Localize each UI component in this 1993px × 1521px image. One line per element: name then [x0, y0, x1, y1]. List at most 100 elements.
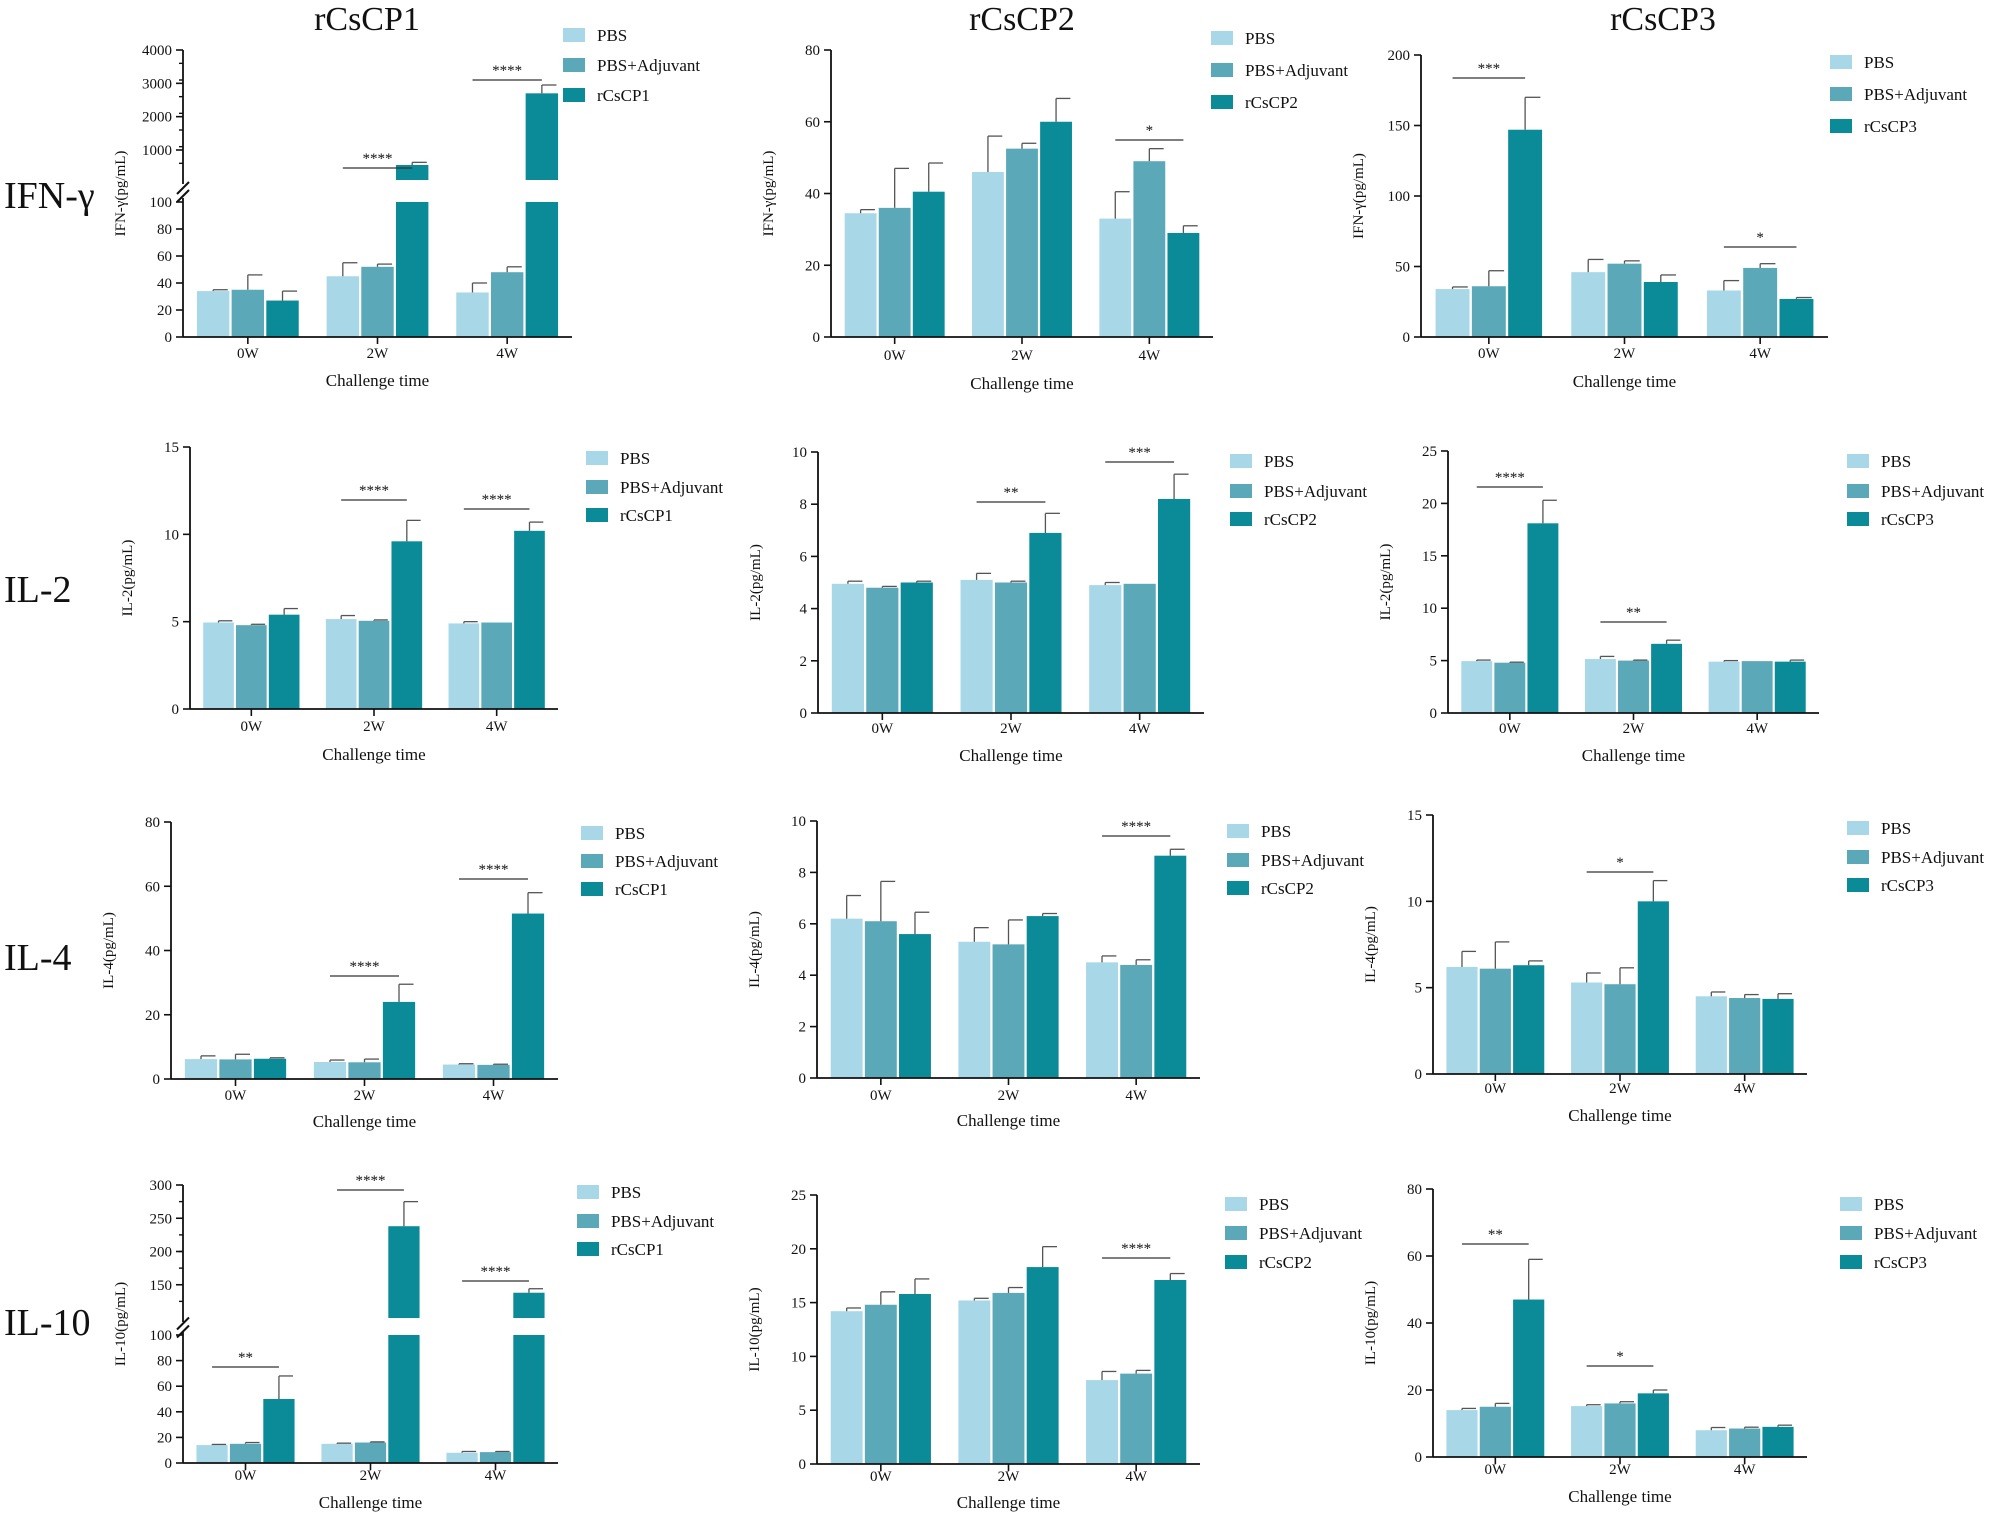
bar-PBS [1695, 996, 1727, 1074]
y-tick-label: 2000 [142, 110, 172, 126]
significance-label: **** [479, 862, 509, 878]
bar-rCsCP2 [1158, 498, 1191, 713]
column-title-2: rCsCP2 [969, 1, 1075, 38]
chart-panel-il2-2: 0 2 4 6 8 10 0W 2W 4W Challenge time IL-2(pg/mL) **… [748, 445, 1367, 765]
x-tick-label: 0W [884, 348, 907, 364]
significance-label: * [1146, 123, 1154, 139]
legend-label: PBS+Adjuvant [620, 478, 723, 497]
bar-rCsCP3 [1637, 901, 1669, 1074]
x-axis-title: Challenge time [1568, 1106, 1671, 1125]
y-tick-label: 6 [800, 549, 808, 565]
bar-PBS [831, 583, 864, 713]
y-tick-label: 20 [1422, 496, 1437, 512]
bar-PBS [1571, 1406, 1603, 1457]
bar-PBS+Adjuvant [1471, 286, 1506, 337]
x-axis-title: Challenge time [957, 1111, 1060, 1130]
legend-label: rCsCP1 [611, 1240, 664, 1259]
y-tick-label: 40 [1407, 1316, 1422, 1332]
y-axis-title: IL-4(pg/mL) [101, 912, 117, 989]
bar-rCsCP3 [1527, 523, 1559, 713]
x-tick-label: 2W [363, 719, 386, 735]
bar-rCsCP2 [1029, 532, 1062, 713]
bar-PBS+Adjuvant [1743, 267, 1778, 337]
legend-swatch [1830, 55, 1852, 69]
bar-PBS+Adjuvant [1006, 148, 1038, 337]
bar-PBS [1089, 585, 1122, 713]
x-tick-label: 2W [1609, 1081, 1632, 1097]
y-axis-title: IFN-γ(pg/mL) [761, 151, 777, 237]
legend-label: PBS+Adjuvant [1881, 482, 1984, 501]
bar-PBS+Adjuvant [1494, 662, 1526, 713]
bar-rCsCP1 [382, 1001, 416, 1079]
bar-rCsCP3 [1513, 965, 1545, 1074]
bar-rCsCP2 [1154, 1280, 1187, 1464]
y-tick-label: 40 [157, 1405, 172, 1421]
x-tick-label: 0W [225, 1088, 248, 1104]
y-tick-label: 20 [157, 303, 172, 319]
bar-PBS [1571, 982, 1603, 1074]
bar-rCsCP2 [912, 191, 945, 337]
y-tick-label: 15 [1407, 808, 1422, 824]
x-tick-label: 0W [240, 719, 263, 735]
x-axis-title: Challenge time [322, 745, 425, 764]
significance-label: **** [356, 1173, 386, 1189]
x-tick-label: 0W [235, 1468, 258, 1484]
legend-swatch [581, 882, 603, 896]
bar-rCsCP3 [1762, 998, 1794, 1074]
legend: PBS PBS+Adjuvant rCsCP2 [1227, 822, 1364, 898]
chart-panel-ifng-2: 0 20 40 60 80 0W 2W 4W Challenge time IFN-γ(pg/mL… [761, 29, 1348, 393]
bar-rCsCP2 [1026, 916, 1059, 1078]
y-tick-label: 10 [791, 1349, 806, 1365]
x-tick-label: 4W [1125, 1469, 1148, 1485]
legend-label: PBS [611, 1183, 641, 1202]
legend-swatch [586, 480, 608, 494]
legend-label: rCsCP1 [620, 506, 673, 525]
legend: PBS PBS+Adjuvant rCsCP1 [581, 824, 718, 899]
significance-label: ** [1004, 485, 1019, 501]
legend-label: PBS [1264, 452, 1294, 471]
y-tick-label: 20 [791, 1242, 806, 1258]
x-tick-label: 0W [237, 346, 260, 362]
legend-label: PBS [615, 824, 645, 843]
x-axis-title: Challenge time [1582, 746, 1685, 765]
y-tick-label: 10 [792, 445, 807, 461]
significance-label: **** [482, 492, 512, 508]
legend-swatch [1847, 512, 1869, 526]
y-tick-label: 4 [800, 602, 808, 618]
y-tick-label: 2 [799, 1020, 807, 1036]
significance-label: * [1616, 1349, 1624, 1365]
x-tick-label: 2W [998, 1469, 1021, 1485]
bar-rCsCP1-upper [525, 93, 559, 180]
y-axis-title: IL-4(pg/mL) [1363, 906, 1379, 983]
y-tick-label: 5 [1415, 981, 1423, 997]
x-axis-title: Challenge time [326, 371, 429, 390]
legend-label: PBS+Adjuvant [1261, 851, 1364, 870]
bar-PBS [1446, 966, 1478, 1074]
bar-PBS [325, 619, 357, 709]
legend-label: rCsCP3 [1864, 117, 1917, 136]
x-tick-label: 2W [1623, 721, 1646, 737]
bar-PBS+Adjuvant [866, 587, 899, 713]
legend-swatch [1847, 484, 1869, 498]
legend-swatch [1211, 31, 1233, 45]
y-tick-label: 10 [1407, 894, 1422, 910]
chart-panel-ifng-3: 0 50 100 150 200 0W 2W 4W Challenge time IFN-γ(pg… [1351, 48, 1967, 391]
chart-panel-il4-3: 0 5 10 15 0W 2W 4W Challenge time IL-4(pg/mL) * PB… [1363, 808, 1984, 1125]
y-tick-label: 150 [1388, 119, 1411, 135]
bar-PBS [196, 291, 230, 337]
y-tick-label: 25 [791, 1188, 806, 1204]
significance-label: ** [238, 1350, 253, 1366]
bar-rCsCP3 [1508, 129, 1543, 337]
y-tick-label: 15 [791, 1296, 806, 1312]
legend-label: PBS [1245, 29, 1275, 48]
bar-PBS [830, 1311, 863, 1464]
bar-PBS [1461, 661, 1493, 713]
bar-rCsCP1-upper [395, 165, 429, 180]
y-tick-label: 20 [805, 258, 820, 274]
y-tick-label: 0 [172, 702, 180, 718]
significance-label: **** [481, 1264, 511, 1280]
axis-break-mark [176, 1316, 190, 1331]
legend: PBS PBS+Adjuvant rCsCP2 [1225, 1195, 1362, 1272]
bar-PBS+Adjuvant [354, 1442, 387, 1463]
bar-rCsCP1 [268, 614, 300, 709]
